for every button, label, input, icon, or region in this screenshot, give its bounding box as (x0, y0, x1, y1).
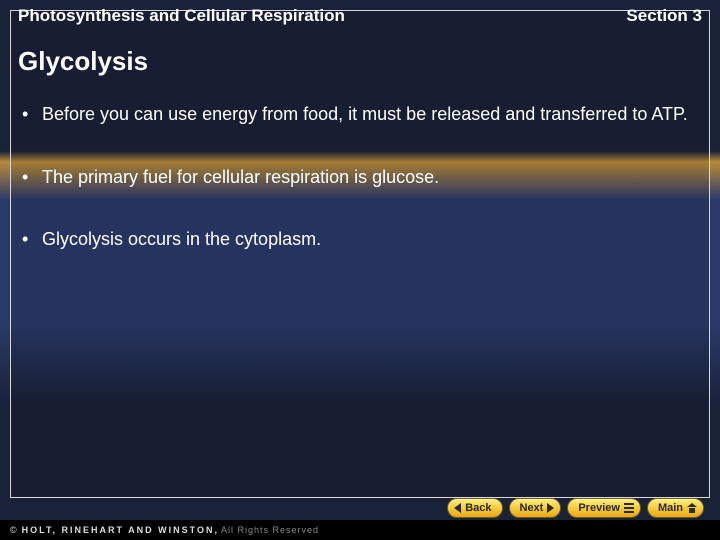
publisher-name: HOLT, RINEHART AND WINSTON, (22, 525, 219, 535)
back-label: Back (465, 502, 491, 514)
bullet-list: Before you can use energy from food, it … (18, 103, 702, 251)
rights-text: All Rights Reserved (221, 525, 319, 535)
preview-icon (624, 503, 634, 513)
preview-button[interactable]: Preview (567, 498, 641, 518)
list-item: Glycolysis occurs in the cytoplasm. (18, 228, 702, 251)
section-label: Section 3 (626, 6, 702, 26)
next-label: Next (520, 502, 544, 514)
footer-bar: © HOLT, RINEHART AND WINSTON, All Rights… (0, 520, 720, 540)
arrow-right-icon (547, 503, 554, 513)
list-item: The primary fuel for cellular respiratio… (18, 166, 702, 189)
main-label: Main (658, 502, 683, 514)
chapter-title: Photosynthesis and Cellular Respiration (18, 6, 345, 26)
header-row: Photosynthesis and Cellular Respiration … (18, 6, 702, 26)
home-icon (687, 503, 697, 513)
list-item: Before you can use energy from food, it … (18, 103, 702, 126)
slide-content: Glycolysis Before you can use energy fro… (18, 46, 702, 291)
back-button[interactable]: Back (447, 498, 502, 518)
main-button[interactable]: Main (647, 498, 704, 518)
preview-label: Preview (578, 502, 620, 514)
nav-bar: Back Next Preview Main (447, 498, 704, 518)
arrow-left-icon (454, 503, 461, 513)
next-button[interactable]: Next (509, 498, 562, 518)
copyright-symbol: © (10, 525, 18, 535)
slide-title: Glycolysis (18, 46, 702, 77)
